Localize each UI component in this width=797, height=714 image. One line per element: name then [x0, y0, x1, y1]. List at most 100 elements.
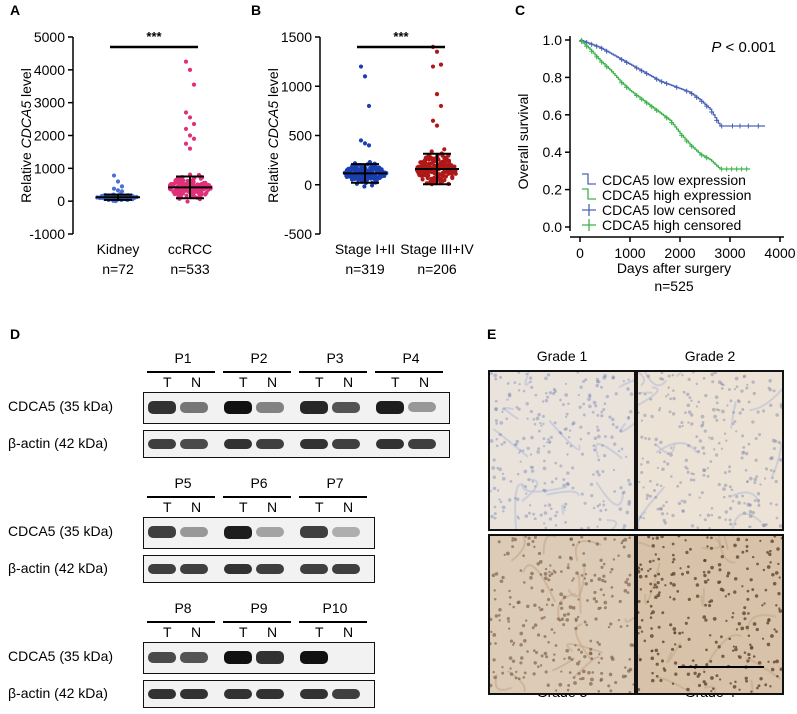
- nucleus: [748, 514, 753, 518]
- nucleus: [703, 518, 707, 522]
- cdca5-band: [376, 401, 404, 414]
- nucleus: [614, 680, 618, 685]
- nucleus: [759, 539, 762, 543]
- nucleus: [736, 399, 740, 402]
- nucleus: [543, 522, 546, 525]
- nucleus: [768, 552, 772, 557]
- nucleus: [611, 423, 615, 427]
- nucleus: [501, 472, 505, 476]
- nucleus: [525, 402, 529, 406]
- nucleus: [705, 648, 708, 652]
- tissue-stroma: [624, 616, 634, 623]
- data-point: [352, 167, 357, 173]
- y-tick-label: 0: [304, 177, 312, 193]
- actin-band: [148, 689, 176, 699]
- tissue-texture: [638, 536, 782, 693]
- nucleus: [703, 558, 707, 562]
- category-label: ccRCC: [168, 241, 212, 257]
- nucleus: [593, 590, 597, 595]
- nucleus: [756, 686, 759, 690]
- nucleus: [717, 515, 722, 520]
- nucleus: [753, 477, 758, 482]
- nucleus: [732, 410, 735, 414]
- tissue-stroma: [494, 674, 512, 691]
- nucleus: [600, 414, 604, 418]
- nucleus: [772, 447, 776, 451]
- nucleus: [571, 486, 575, 490]
- nucleus: [648, 560, 652, 564]
- nucleus: [638, 480, 641, 484]
- nucleus: [656, 466, 659, 469]
- cdca5-band: [180, 401, 208, 413]
- tumor-lane-label: T: [239, 499, 248, 515]
- censor-mark: [604, 48, 610, 54]
- nucleus: [728, 494, 731, 498]
- x-tick-label: 0: [576, 245, 584, 261]
- nucleus: [662, 518, 666, 523]
- nucleus: [596, 525, 599, 528]
- nucleus: [587, 397, 591, 402]
- nucleus: [653, 586, 656, 589]
- nucleus: [564, 520, 568, 524]
- patient-label: P5: [174, 475, 192, 491]
- nucleus: [698, 496, 701, 499]
- tissue-stroma: [521, 478, 539, 502]
- nucleus: [571, 579, 574, 582]
- outlier-point: [187, 146, 193, 151]
- nucleus: [655, 483, 659, 487]
- nucleus: [501, 575, 505, 580]
- outlier-point: [187, 67, 193, 72]
- censor-mark: [639, 96, 645, 102]
- nucleus: [494, 642, 497, 645]
- nucleus: [543, 634, 547, 638]
- nucleus: [693, 576, 697, 581]
- nucleus: [490, 683, 493, 688]
- actin-band: [224, 564, 252, 574]
- nucleus: [512, 641, 516, 645]
- nucleus: [688, 396, 692, 400]
- nucleus: [669, 452, 673, 457]
- nucleus: [733, 590, 737, 594]
- nucleus: [640, 630, 644, 633]
- censor-mark: [654, 76, 660, 82]
- nucleus: [611, 417, 615, 422]
- nucleus: [661, 640, 665, 644]
- nucleus: [769, 561, 772, 564]
- category-n-label: n=533: [170, 261, 210, 277]
- nucleus: [539, 573, 543, 576]
- outlier-point: [434, 92, 440, 97]
- nucleus: [743, 374, 747, 378]
- nucleus: [744, 676, 748, 680]
- nucleus: [701, 423, 705, 427]
- nucleus: [521, 449, 525, 453]
- nucleus: [533, 661, 537, 665]
- nucleus: [602, 593, 606, 597]
- nucleus: [699, 514, 702, 517]
- tissue-stroma: [524, 372, 532, 386]
- nucleus: [727, 592, 731, 596]
- nucleus: [543, 511, 548, 515]
- nucleus: [646, 374, 651, 378]
- nucleus: [701, 420, 705, 424]
- nucleus: [565, 648, 570, 653]
- patient-bracket: [223, 371, 291, 373]
- nucleus: [619, 429, 623, 433]
- significance-label: ***: [393, 29, 409, 44]
- cdca5-band: [180, 651, 208, 664]
- tissue-stroma: [745, 657, 782, 680]
- nucleus: [674, 672, 678, 676]
- nucleus: [732, 645, 735, 648]
- nucleus: [582, 413, 586, 417]
- actin-band: [332, 439, 360, 449]
- nucleus: [741, 494, 745, 498]
- nucleus: [622, 527, 625, 529]
- tissue-stroma: [510, 536, 526, 562]
- y-tick-label: 0.4: [543, 144, 563, 160]
- nucleus: [622, 524, 627, 528]
- nucleus: [566, 612, 570, 616]
- nucleus: [720, 555, 724, 559]
- nucleus: [646, 460, 650, 464]
- nucleus: [681, 373, 684, 377]
- nucleus: [663, 668, 667, 672]
- tumor-lane-label: T: [163, 499, 172, 515]
